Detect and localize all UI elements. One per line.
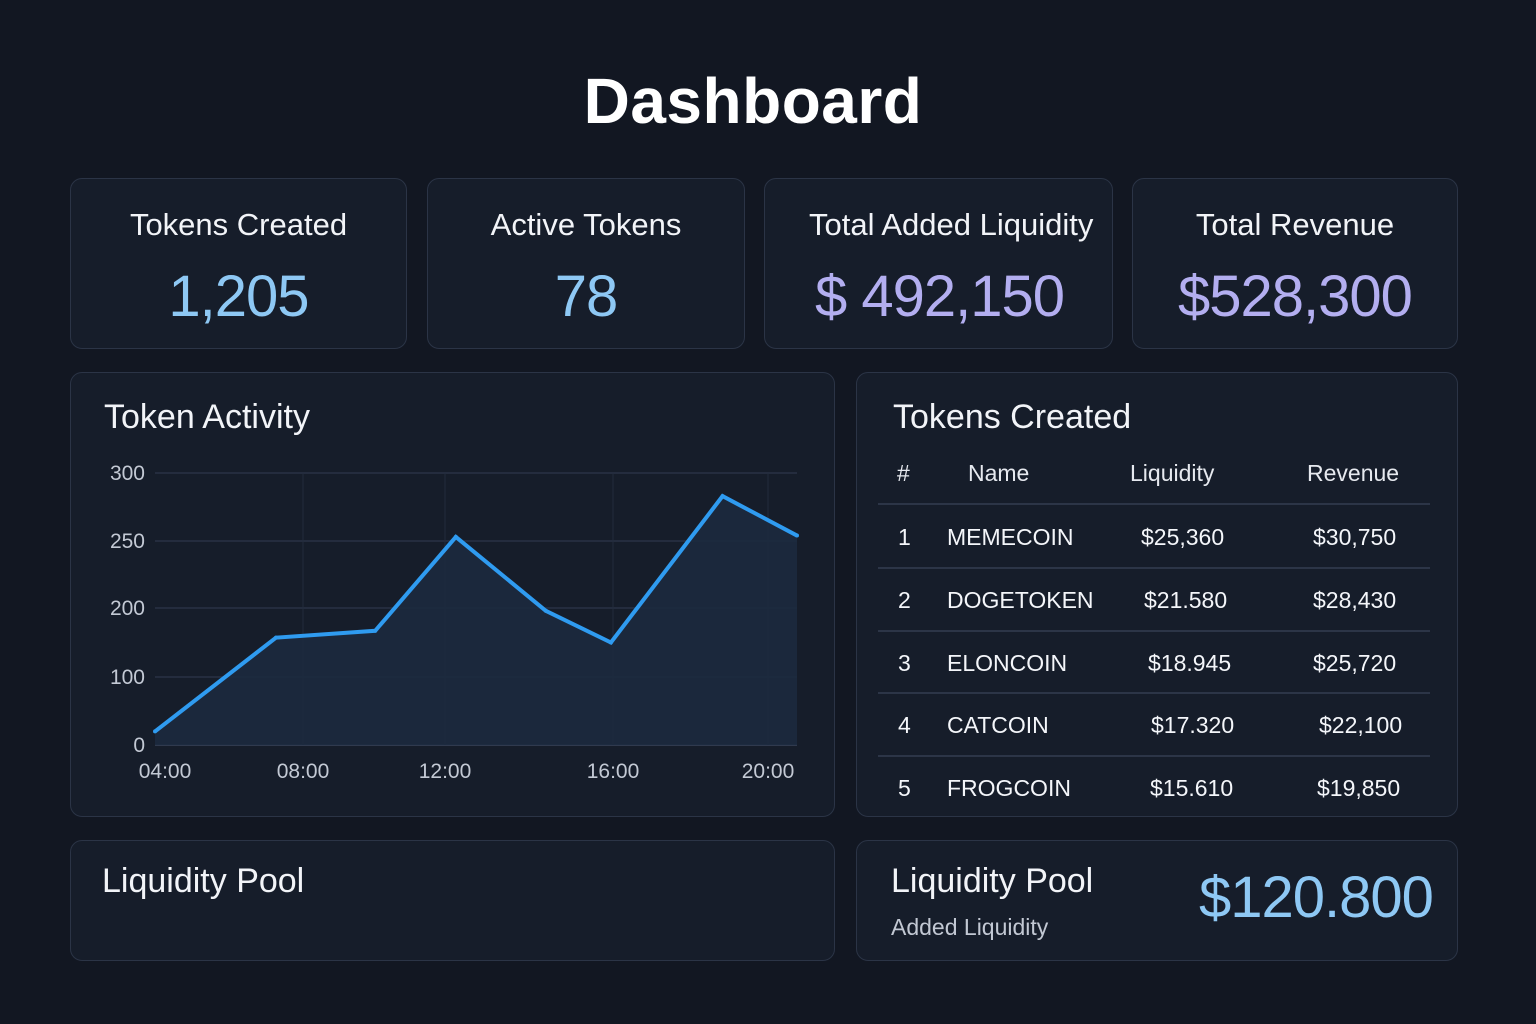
table-row[interactable]: 5 FROGCOIN $15.610 $19,850	[878, 757, 1430, 819]
x-tick-label: 20:00	[742, 760, 795, 783]
cell-rank: 4	[898, 712, 911, 738]
cell-rank: 2	[898, 587, 911, 613]
data-point	[795, 533, 799, 538]
cell-rank: 5	[898, 775, 911, 801]
tokens-created-panel	[856, 372, 1458, 817]
cell-liquidity: $17.320	[1151, 712, 1235, 738]
page-title: Dashboard	[583, 65, 923, 137]
data-point	[543, 608, 548, 613]
y-tick-label: 250	[110, 530, 145, 553]
liquidity-pool-panel-right	[856, 840, 1458, 961]
row-divider	[878, 755, 1430, 757]
cell-rank: 3	[898, 650, 911, 676]
table-row[interactable]: 1 MEMECOIN $25,360 $30,750	[878, 506, 1430, 568]
table-row[interactable]: 4 CATCOIN $17.320 $22,100	[878, 694, 1430, 756]
stat-value: 78	[554, 264, 619, 329]
cell-rank: 1	[898, 524, 911, 550]
cell-name: FROGCOIN	[947, 775, 1071, 801]
data-point	[153, 729, 157, 734]
liquidity-pool-title-right: Liquidity Pool	[891, 862, 1094, 900]
cell-revenue: $30,750	[1313, 524, 1397, 550]
liquidity-pool-amount: $120.800	[1199, 865, 1434, 930]
cell-revenue: $28,430	[1313, 587, 1397, 613]
stat-value: 1,205	[168, 264, 309, 329]
stat-card-total-added-liquidity: Total Added Liquidity $ 492,150	[764, 178, 1113, 349]
series-line	[153, 493, 798, 733]
stat-card-active-tokens: Active Tokens 78	[427, 178, 745, 349]
column-header-revenue: Revenue	[1307, 460, 1400, 486]
row-divider	[878, 692, 1430, 694]
stat-value: $528,300	[1178, 264, 1413, 329]
x-tick-label: 08:00	[277, 760, 330, 783]
column-header-name: Name	[968, 460, 1030, 486]
liquidity-pool-title-left: Liquidity Pool	[102, 862, 305, 900]
row-divider	[878, 567, 1430, 569]
token-activity-title: Token Activity	[104, 398, 310, 436]
cell-name: DOGETOKEN	[947, 587, 1094, 613]
cell-revenue: $19,850	[1317, 775, 1401, 801]
cell-revenue: $22,100	[1319, 712, 1403, 738]
y-tick-label: 300	[110, 462, 145, 485]
stat-label: Total Revenue	[1195, 207, 1395, 242]
cell-revenue: $25,720	[1313, 650, 1397, 676]
stat-label: Tokens Created	[129, 207, 348, 242]
cell-name: CATCOIN	[947, 712, 1049, 738]
area-fill	[155, 496, 797, 745]
y-tick-label: 0	[133, 734, 145, 757]
x-tick-label: 16:00	[587, 760, 640, 783]
cell-name: ELONCOIN	[947, 650, 1068, 676]
stat-label: Active Tokens	[490, 207, 682, 242]
cell-liquidity: $15.610	[1150, 775, 1234, 801]
data-point	[608, 640, 613, 645]
cell-liquidity: $21.580	[1144, 587, 1228, 613]
data-point	[453, 534, 458, 539]
column-header-rank: #	[897, 460, 910, 486]
row-divider	[878, 503, 1430, 505]
y-tick-label: 200	[110, 597, 145, 620]
stat-card-total-revenue: Total Revenue $528,300	[1132, 178, 1458, 349]
liquidity-pool-subtitle: Added Liquidity	[891, 914, 1049, 940]
row-divider	[878, 630, 1430, 632]
stat-card-tokens-created: Tokens Created 1,205	[70, 178, 407, 349]
x-tick-label: 04:00	[139, 760, 192, 783]
data-point	[720, 494, 725, 499]
data-point	[273, 635, 278, 640]
stat-value: $ 492,150	[815, 264, 1065, 329]
table-row[interactable]: 3 ELONCOIN $18.945 $25,720	[878, 632, 1430, 694]
column-header-liquidity: Liquidity	[1130, 460, 1215, 486]
cell-liquidity: $25,360	[1141, 524, 1225, 550]
y-tick-label: 100	[110, 666, 145, 689]
stat-label: Total Added Liquidity	[809, 207, 1094, 242]
data-point	[373, 628, 378, 633]
liquidity-pool-panel-left	[70, 840, 835, 961]
cell-liquidity: $18.945	[1148, 650, 1232, 676]
x-tick-label: 12:00	[419, 760, 472, 783]
cell-name: MEMECOIN	[947, 524, 1074, 550]
tokens-table-title: Tokens Created	[893, 398, 1132, 436]
table-row[interactable]: 2 DOGETOKEN $21.580 $28,430	[878, 569, 1430, 631]
